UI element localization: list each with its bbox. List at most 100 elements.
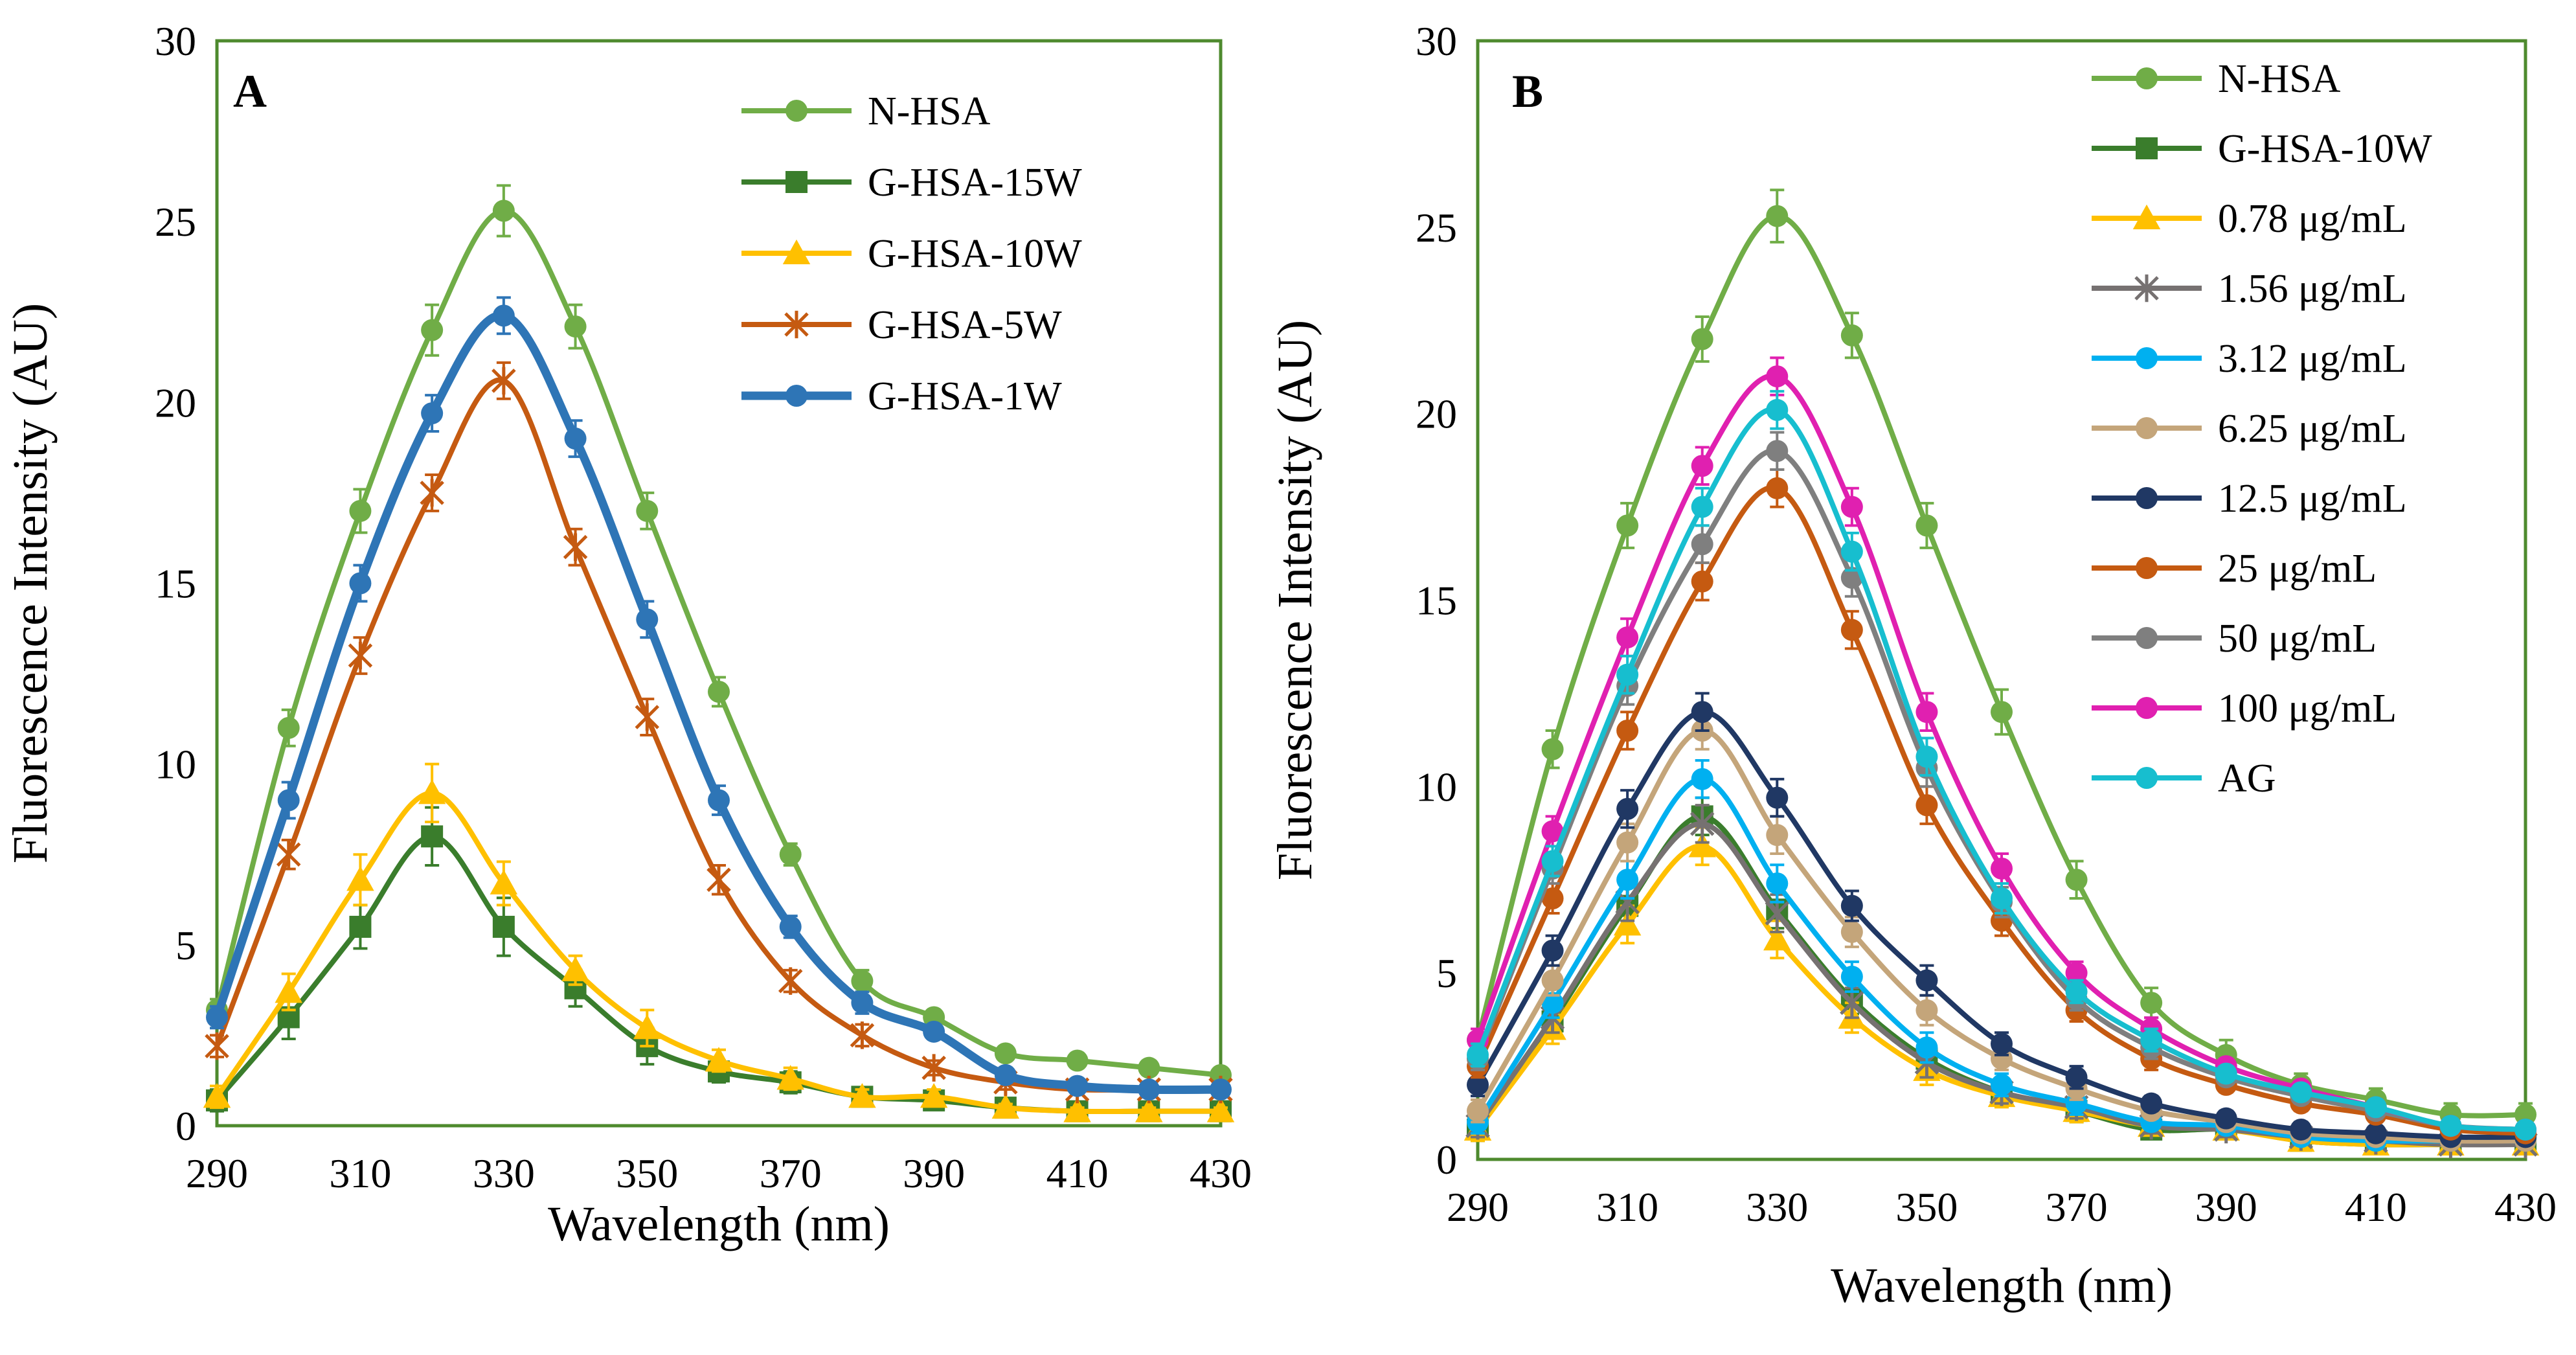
x-tick-label: 390 bbox=[2195, 1184, 2257, 1230]
legend-marker bbox=[2136, 557, 2158, 579]
data-point bbox=[564, 427, 587, 450]
data-point bbox=[1691, 455, 1713, 477]
x-tick-label: 390 bbox=[903, 1150, 965, 1196]
data-point bbox=[923, 1020, 945, 1043]
legend-marker bbox=[2136, 417, 2158, 439]
data-point bbox=[276, 841, 301, 869]
data-point bbox=[1766, 872, 1789, 895]
data-point bbox=[1991, 1032, 2013, 1055]
data-point bbox=[1616, 663, 1639, 686]
data-point bbox=[1138, 1078, 1160, 1101]
data-point bbox=[1689, 810, 1715, 838]
data-point bbox=[2140, 1092, 2163, 1115]
x-axis-title: Wavelength (nm) bbox=[548, 1197, 890, 1251]
data-point bbox=[1541, 887, 1564, 910]
x-tick-label: 330 bbox=[473, 1150, 535, 1196]
legend-label: N-HSA bbox=[868, 89, 991, 133]
data-point bbox=[277, 716, 300, 739]
data-point bbox=[1991, 1073, 2013, 1096]
data-point bbox=[1616, 831, 1639, 854]
legend-label: 1.56 μg/mL bbox=[2218, 267, 2407, 311]
data-point bbox=[636, 608, 659, 631]
data-point bbox=[421, 825, 444, 848]
legend-marker bbox=[2134, 274, 2159, 302]
legend-marker bbox=[785, 100, 808, 122]
data-point bbox=[848, 1083, 876, 1108]
x-tick-label: 410 bbox=[1046, 1150, 1109, 1196]
data-point bbox=[851, 992, 874, 1014]
data-point bbox=[1691, 328, 1713, 350]
data-point bbox=[776, 1065, 804, 1090]
data-point bbox=[1991, 887, 2013, 910]
legend-item-n-hsa: N-HSA bbox=[741, 89, 991, 133]
data-point bbox=[1840, 540, 1863, 563]
data-point bbox=[1840, 566, 1863, 589]
y-axis-title: Fluorescence Intensity (AU) bbox=[3, 303, 58, 863]
legend-marker bbox=[785, 171, 808, 193]
plot-area-frame bbox=[215, 39, 1223, 1128]
data-point bbox=[2215, 1062, 2237, 1085]
y-tick-label: 30 bbox=[1416, 18, 1457, 64]
legend-item-g-hsa-5w: G-HSA-5W bbox=[741, 303, 1062, 347]
data-point bbox=[492, 304, 515, 327]
data-point bbox=[349, 572, 372, 595]
legend-item-6-25-g-ml: 6.25 μg/mL bbox=[2092, 407, 2407, 451]
data-point bbox=[491, 367, 516, 395]
data-point bbox=[1138, 1056, 1160, 1079]
y-tick-label: 5 bbox=[1436, 950, 1457, 996]
legend-item-1-56-g-ml: 1.56 μg/mL bbox=[2092, 267, 2407, 311]
legend-label: G-HSA-10W bbox=[868, 232, 1082, 276]
data-point bbox=[1691, 701, 1713, 723]
data-point bbox=[1915, 969, 1938, 992]
legend-label: G-HSA-10W bbox=[2218, 127, 2432, 171]
data-point bbox=[421, 319, 444, 341]
x-tick-label: 310 bbox=[1596, 1184, 1658, 1230]
data-point bbox=[1541, 969, 1564, 992]
data-point bbox=[2065, 980, 2088, 1003]
x-tick-label: 430 bbox=[2494, 1184, 2557, 1230]
legend-marker bbox=[2136, 487, 2158, 509]
data-point bbox=[1206, 1097, 1235, 1122]
series-g-hsa-10w bbox=[203, 762, 1235, 1122]
y-tick-label: 10 bbox=[155, 742, 196, 788]
data-point bbox=[1616, 626, 1639, 649]
data-point bbox=[1688, 832, 1716, 858]
legend-label: G-HSA-1W bbox=[868, 374, 1062, 418]
data-point bbox=[1991, 857, 2013, 880]
legend-item-g-hsa-1w: G-HSA-1W bbox=[741, 374, 1062, 418]
legend-marker bbox=[784, 310, 809, 339]
data-point bbox=[991, 1093, 1020, 1119]
data-point bbox=[1766, 205, 1789, 227]
data-point bbox=[2364, 1122, 2387, 1144]
data-point bbox=[1840, 894, 1863, 917]
data-point bbox=[206, 1006, 228, 1029]
data-point bbox=[1616, 514, 1639, 537]
data-point bbox=[349, 499, 372, 522]
legend-label: 12.5 μg/mL bbox=[2218, 477, 2407, 521]
data-point bbox=[850, 1021, 875, 1049]
legend-label: 100 μg/mL bbox=[2218, 687, 2397, 731]
data-point bbox=[421, 402, 444, 425]
legend-item-ag: AG bbox=[2092, 757, 2276, 801]
data-point bbox=[1766, 398, 1789, 421]
x-tick-label: 370 bbox=[760, 1150, 822, 1196]
series-n-hsa bbox=[206, 184, 1232, 1086]
data-point bbox=[349, 915, 372, 938]
legend-label: G-HSA-5W bbox=[868, 303, 1062, 347]
series-ag bbox=[1467, 390, 2536, 1141]
data-point bbox=[564, 315, 587, 338]
y-axis-title: Fluorescence Intensity (AU) bbox=[1268, 320, 1322, 880]
data-point bbox=[921, 1054, 946, 1082]
y-tick-label: 0 bbox=[1436, 1137, 1457, 1183]
legend: N-HSA G-HSA-10W 0.78 μg/mL 1.56 μg/mL 3.12 μ… bbox=[2092, 57, 2432, 801]
data-point bbox=[1915, 794, 1938, 817]
data-point bbox=[2140, 992, 2163, 1014]
data-point bbox=[994, 1042, 1017, 1065]
data-point bbox=[1991, 701, 2013, 723]
data-point bbox=[635, 703, 660, 731]
data-point bbox=[636, 499, 659, 522]
y-tick-label: 20 bbox=[155, 380, 196, 426]
data-point bbox=[2140, 1029, 2163, 1051]
x-tick-label: 350 bbox=[1895, 1184, 1958, 1230]
data-point bbox=[348, 641, 373, 670]
